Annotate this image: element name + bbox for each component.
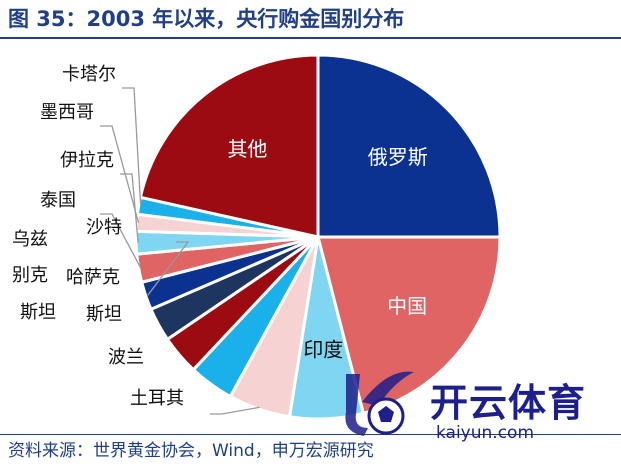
leader-line-10 [100, 125, 140, 224]
leader-line-9 [120, 173, 139, 243]
pie-label-6-part-0: 乌兹 [12, 229, 48, 250]
pie-label-0: 俄罗斯 [368, 145, 428, 169]
pie-slice-0 [316, 53, 502, 239]
pie-label-3: 土耳其 [130, 388, 184, 409]
pie-label-1: 中国 [387, 294, 427, 318]
pie-label-11: 卡塔尔 [62, 64, 116, 85]
pie-label-5-part-1: 斯坦 [86, 304, 122, 325]
pie-label-12: 其他 [227, 137, 267, 161]
pie-label-8: 泰国 [40, 190, 76, 211]
watermark-domain: kaiyun.com [436, 423, 535, 443]
kaiyun-logo-icon [345, 371, 414, 436]
source-divider [0, 434, 621, 435]
pie-label-4: 波兰 [108, 347, 144, 368]
pie-label-6-part-1: 别克 [12, 265, 48, 286]
title-divider [0, 37, 621, 39]
pie-slice-12 [138, 53, 320, 239]
leader-line-11 [122, 87, 142, 207]
leader-line-8 [100, 213, 142, 269]
pie-slices [134, 53, 502, 421]
pie-label-5-part-0: 哈萨克 [66, 267, 120, 288]
leader-line-3 [210, 406, 260, 415]
pie-leader-lines [100, 87, 260, 415]
watermark-name: 开云体育 [430, 381, 587, 425]
pie-label-10: 墨西哥 [40, 102, 94, 123]
pie-label-7: 沙特 [86, 217, 122, 238]
pie-label-2: 印度 [303, 338, 343, 362]
source-note: 资料来源：世界黄金协会，Wind，申万宏源研究 [8, 441, 374, 461]
pie-label-9: 伊拉克 [60, 150, 114, 171]
leader-line-7 [147, 241, 190, 296]
chart-title: 图 35：2003 年以来，央行购金国别分布 [8, 7, 405, 31]
pie-label-6-part-2: 斯坦 [20, 302, 56, 323]
